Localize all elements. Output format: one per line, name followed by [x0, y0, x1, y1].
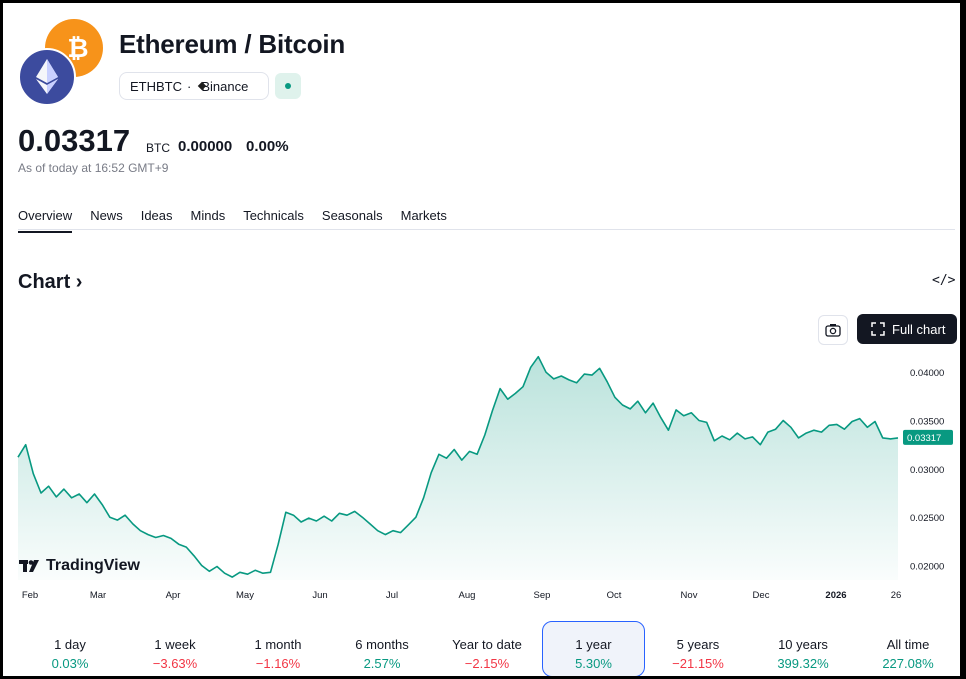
chart-section-title: Chart	[18, 271, 71, 293]
range-label: Year to date	[452, 637, 522, 652]
tradingview-brand-label: TradingView	[46, 557, 140, 574]
range-label: 6 months	[355, 637, 409, 652]
price-change-absolute: 0.00000	[178, 138, 233, 155]
full-chart-button[interactable]: Full chart	[857, 314, 957, 344]
range-year-to-date[interactable]: Year to date −2.15%	[437, 621, 537, 676]
x-tick-label: Aug	[459, 590, 476, 601]
price-timestamp: As of today at 16:52 GMT+9	[18, 161, 169, 175]
range-10-years[interactable]: 10 years 399.32%	[753, 621, 853, 676]
pair-logos: ₿	[18, 19, 104, 109]
tab-seasonals[interactable]: Seasonals	[321, 208, 383, 223]
x-tick-label: Dec	[753, 590, 770, 601]
symbol-exchange-selector[interactable]: ETHBTC · Binance	[119, 72, 269, 100]
x-tick-label: May	[236, 590, 254, 601]
ethereum-logo-icon	[18, 48, 76, 106]
tab-technicals[interactable]: Technicals	[243, 208, 304, 223]
separator: ·	[187, 78, 192, 94]
range-label: 1 day	[54, 637, 86, 652]
last-price: 0.03317	[18, 123, 131, 158]
y-tick-label: 0.03000	[910, 465, 944, 476]
range-1-month[interactable]: 1 month −1.16%	[228, 621, 328, 676]
x-tick-label: Jul	[386, 590, 398, 601]
fullscreen-icon	[871, 322, 885, 336]
x-tick-label: 2026	[825, 590, 846, 601]
last-price-badge-label: 0.03317	[907, 433, 941, 444]
chevron-right-icon: ›	[70, 271, 83, 293]
y-tick-label: 0.02500	[910, 513, 944, 524]
price-currency: BTC	[146, 141, 170, 155]
x-tick-label: Mar	[90, 590, 106, 601]
x-tick-label: Jun	[312, 590, 327, 601]
range-change: 227.08%	[882, 656, 934, 671]
symbol-label: ETHBTC	[130, 78, 182, 94]
range-change: −3.63%	[152, 656, 198, 671]
exchange-label: Binance	[201, 78, 249, 94]
tradingview-logo-icon	[19, 560, 39, 572]
range-change: −2.15%	[464, 656, 510, 671]
tab-minds[interactable]: Minds	[190, 208, 226, 223]
last-price-badge	[903, 429, 953, 445]
x-tick-label: Sep	[534, 590, 551, 601]
camera-icon	[825, 324, 841, 337]
x-tick-label: Apr	[166, 590, 181, 601]
tab-ideas[interactable]: Ideas	[140, 208, 173, 223]
range-change: 5.30%	[575, 656, 612, 671]
x-tick-label: Nov	[681, 590, 698, 601]
x-tick-label: Feb	[22, 590, 38, 601]
x-tick-label: 26	[891, 590, 902, 601]
x-tick-label: Oct	[607, 590, 622, 601]
tab-news[interactable]: News	[90, 208, 123, 223]
tab-markets[interactable]: Markets	[400, 208, 447, 223]
y-tick-label: 0.03500	[910, 417, 944, 428]
range-6-months[interactable]: 6 months 2.57%	[332, 621, 432, 676]
range-change: 399.32%	[777, 656, 829, 671]
y-tick-label: 0.02000	[910, 562, 944, 573]
range-change: 2.57%	[363, 656, 401, 671]
embed-code-icon[interactable]: </>	[932, 273, 956, 288]
price-change-percent: 0.00%	[246, 138, 289, 155]
market-open-dot-icon	[285, 83, 291, 89]
symbol-page: ₿ Ethereum / Bitcoin ETHBTC · Binance 0.…	[3, 3, 960, 676]
tab-overview[interactable]: Overview	[18, 208, 73, 233]
range-all-time[interactable]: All time 227.08%	[858, 621, 958, 676]
full-chart-label: Full chart	[892, 321, 946, 337]
range-1-week[interactable]: 1 week −3.63%	[125, 621, 225, 676]
range-1-year[interactable]: 1 year 5.30%	[542, 621, 645, 676]
range-change: −21.15%	[672, 656, 724, 671]
range-change: −1.16%	[255, 656, 301, 671]
performance-ranges: 1 day 0.03% 1 week −3.63% 1 month −1.16%…	[18, 621, 958, 676]
price-chart[interactable]: 0.04000 0.03500 0.03000 0.02500 0.02000 0.033…	[3, 348, 960, 603]
section-tabs: Overview News Ideas Minds Technicals Sea…	[18, 208, 465, 233]
price-area-fill	[18, 356, 898, 580]
tradingview-brand[interactable]: TradingView	[19, 557, 140, 575]
range-label: 5 years	[676, 637, 720, 652]
range-5-years[interactable]: 5 years −21.15%	[648, 621, 748, 676]
snapshot-button[interactable]	[818, 315, 848, 345]
range-label: 1 week	[154, 637, 196, 652]
range-label: All time	[886, 637, 930, 652]
range-label: 1 month	[254, 637, 302, 652]
market-status-button[interactable]	[275, 73, 301, 99]
page-title: Ethereum / Bitcoin	[119, 29, 346, 59]
y-tick-label: 0.04000	[910, 368, 944, 379]
svg-text:₿: ₿	[67, 33, 88, 63]
range-label: 1 year	[575, 637, 612, 652]
price-line	[17, 355, 899, 578]
range-change: 0.03%	[51, 656, 89, 671]
tabs-divider	[18, 229, 955, 230]
range-1-day[interactable]: 1 day 0.03%	[20, 621, 120, 676]
range-label: 10 years	[778, 637, 828, 652]
chart-section-link[interactable]: Chart ›	[18, 271, 82, 294]
